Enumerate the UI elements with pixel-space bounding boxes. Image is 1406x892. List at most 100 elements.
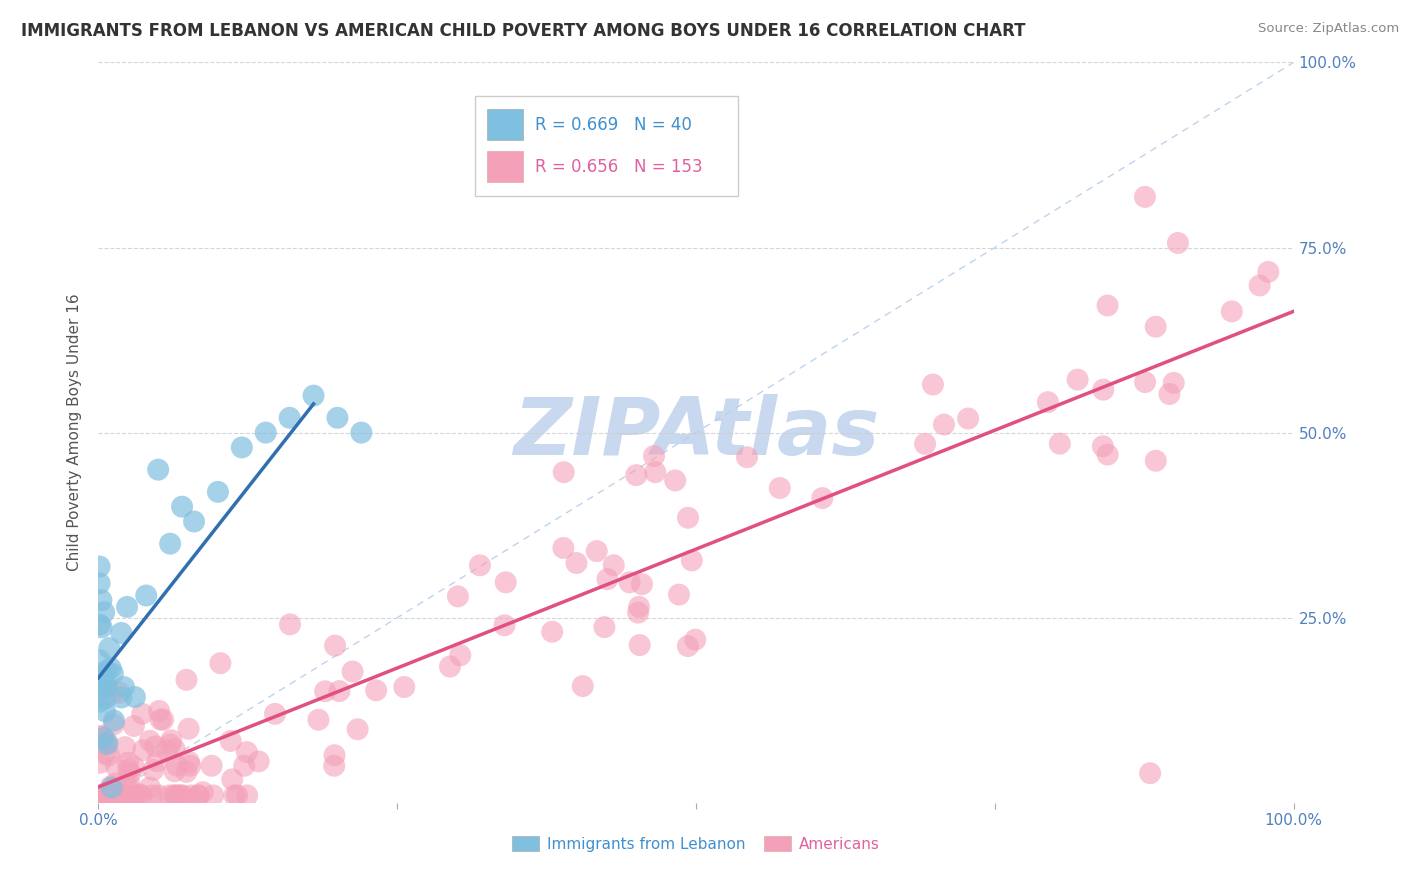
Point [104,776,127,790]
Point [1049,436,1071,450]
Point [177,755,200,769]
Point [685,632,707,647]
Point [91,789,114,803]
Point [94,737,117,751]
Point [163,742,186,756]
Point [103,714,125,728]
Point [139,733,162,747]
Point [735,450,758,465]
Point [236,789,259,803]
Point [108,686,131,700]
Point [96,785,118,799]
Point [148,789,170,803]
Point [565,556,588,570]
Point [468,558,491,573]
Point [585,544,607,558]
Point [163,764,186,779]
Point [247,755,270,769]
Point [957,411,980,425]
Point [350,425,373,440]
Point [233,758,256,772]
Point [122,719,145,733]
Text: IMMIGRANTS FROM LEBANON VS AMERICAN CHILD POVERTY AMONG BOYS UNDER 16 CORRELATIO: IMMIGRANTS FROM LEBANON VS AMERICAN CHIL… [21,22,1025,40]
Point [183,515,205,529]
Point [236,745,259,759]
Point [159,738,181,752]
Point [278,617,301,632]
Point [112,680,135,694]
Point [191,785,214,799]
Point [160,733,183,747]
Point [1092,383,1115,397]
Point [89,617,111,632]
Point [202,789,225,803]
Point [90,620,112,634]
Point [811,491,834,505]
Point [201,758,224,772]
Point [1133,190,1156,204]
Point [131,789,153,803]
Point [103,789,125,803]
Point [177,722,200,736]
Point [394,680,416,694]
Point [100,780,122,794]
Point [172,789,194,803]
Point [100,687,122,701]
Point [145,739,167,754]
Point [180,789,202,803]
Point [323,748,346,763]
Point [89,559,111,574]
Point [172,500,194,514]
Point [94,680,117,694]
Point [131,706,153,721]
Point [105,789,128,803]
Point [323,639,346,653]
Point [1144,319,1167,334]
Point [207,484,229,499]
Point [159,789,181,803]
Point [449,648,471,663]
Point [676,510,699,524]
Point [254,425,277,440]
Point [100,780,122,795]
Point [326,410,349,425]
Point [115,779,138,793]
Point [1091,439,1114,453]
Point [148,704,170,718]
Point [96,735,118,749]
Point [101,666,124,681]
Point [124,690,146,704]
Point [264,706,287,721]
Point [114,789,136,803]
Point [89,756,111,770]
Point [366,683,388,698]
Point [541,624,564,639]
Point [596,572,619,586]
Point [132,743,155,757]
Point [187,789,209,803]
Point [117,763,139,777]
Point [494,618,516,632]
Point [159,536,181,550]
Point [118,776,141,790]
Point [631,577,654,591]
Point [163,789,186,803]
Point [93,818,115,832]
Point [94,747,117,761]
Point [571,679,593,693]
Point [1097,298,1119,312]
Point [219,734,242,748]
Point [602,558,624,573]
Point [115,789,138,803]
Point [187,789,209,803]
Point [114,740,136,755]
Point [224,789,246,803]
Point [94,789,117,803]
Point [165,789,187,803]
Point [94,789,117,803]
Point [1036,395,1059,409]
Point [89,685,111,699]
Point [103,717,125,731]
Point [125,789,148,803]
FancyBboxPatch shape [486,109,523,140]
